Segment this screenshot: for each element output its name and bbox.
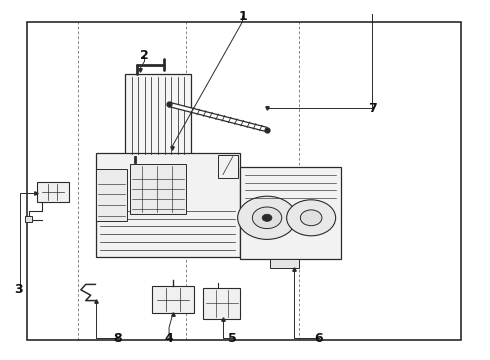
Bar xyxy=(130,164,186,214)
Text: 7: 7 xyxy=(368,102,377,114)
Bar xyxy=(203,288,240,319)
Bar xyxy=(218,155,238,178)
Bar xyxy=(96,169,127,221)
Text: 1: 1 xyxy=(238,10,247,23)
Bar xyxy=(27,22,461,340)
Text: 5: 5 xyxy=(228,332,237,345)
Bar xyxy=(37,182,69,202)
Text: 6: 6 xyxy=(314,332,323,345)
Text: 4: 4 xyxy=(165,332,173,345)
Bar xyxy=(270,259,299,268)
Circle shape xyxy=(252,207,282,229)
Bar xyxy=(24,216,32,222)
Bar xyxy=(152,286,194,313)
Text: 2: 2 xyxy=(140,49,149,62)
Bar xyxy=(125,74,191,157)
Text: 8: 8 xyxy=(113,332,122,345)
Circle shape xyxy=(238,196,296,239)
Bar xyxy=(96,153,240,257)
Text: 3: 3 xyxy=(14,283,23,296)
Bar xyxy=(240,167,341,259)
Circle shape xyxy=(262,214,272,221)
Circle shape xyxy=(287,200,336,236)
Circle shape xyxy=(300,210,322,226)
